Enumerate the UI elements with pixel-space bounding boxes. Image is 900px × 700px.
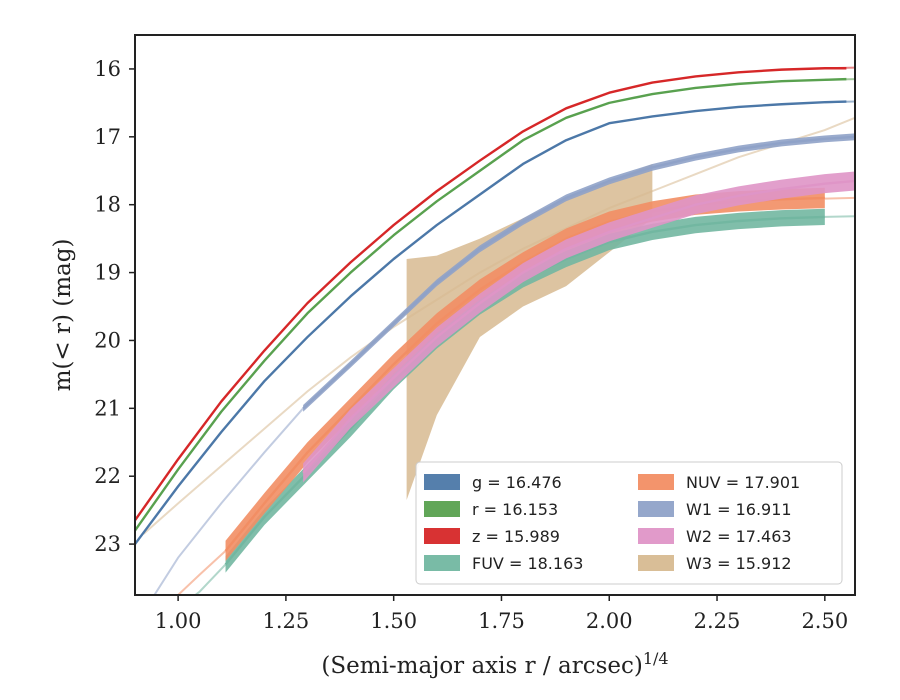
series-w3-extrapolation <box>142 116 855 535</box>
y-tick-label: 21 <box>94 396 121 420</box>
x-axis-label: (Semi-major axis r / arcsec)1/4 <box>321 649 668 679</box>
y-tick-label: 16 <box>94 57 121 81</box>
legend-label-w2: W2 = 17.463 <box>686 527 792 546</box>
series-nuv-extrapolation <box>176 550 227 595</box>
axis-ticks: 1.00 1.25 1.50 1.75 2.00 2.25 2.50 16 17 18 19 20 21… <box>94 57 848 633</box>
legend: g = 16.476 r = 16.153 z = 15.989 FUV = 18.1… <box>415 461 843 585</box>
y-tick-label: 23 <box>94 532 121 556</box>
x-tick-label: 2.50 <box>801 609 848 633</box>
y-axis-label: m(< r) (mag) <box>50 239 76 392</box>
legend-swatch-r <box>424 501 460 517</box>
legend-swatch-w3 <box>638 555 674 571</box>
series-g-line <box>135 100 847 545</box>
legend-swatch-w1 <box>638 501 674 517</box>
x-tick-label: 2.25 <box>694 609 741 633</box>
series-w1-extrapolation <box>153 407 304 595</box>
plot-area <box>135 66 855 595</box>
x-tick-label: 2.00 <box>586 609 633 633</box>
legend-swatch-fuv <box>424 555 460 571</box>
legend-label-r: r = 16.153 <box>472 500 558 519</box>
x-tick-label: 1.50 <box>370 609 417 633</box>
x-tick-label: 1.00 <box>155 609 202 633</box>
legend-label-nuv: NUV = 17.901 <box>686 473 800 492</box>
legend-swatch-nuv <box>638 474 674 490</box>
series-fuv-tail <box>824 215 855 218</box>
y-tick-label: 17 <box>94 125 121 149</box>
series-z-line <box>135 67 847 522</box>
series-fuv-band <box>225 208 825 573</box>
legend-swatch-g <box>424 474 460 490</box>
y-tick-label: 22 <box>94 464 121 488</box>
y-tick-label: 19 <box>94 261 121 285</box>
legend-label-z: z = 15.989 <box>472 527 560 546</box>
x-tick-label: 1.25 <box>263 609 310 633</box>
legend-box <box>415 461 843 585</box>
legend-label-w1: W1 = 16.911 <box>686 500 792 519</box>
series-nuv-tail <box>824 196 855 200</box>
y-tick-label: 20 <box>94 328 121 352</box>
legend-label-g: g = 16.476 <box>472 473 562 492</box>
y-tick-label: 18 <box>94 193 121 217</box>
series-r-line <box>135 77 847 532</box>
series-w1-line <box>302 135 855 410</box>
legend-swatch-z <box>424 528 460 544</box>
plot-frame <box>134 34 856 596</box>
legend-swatch-w2 <box>638 528 674 544</box>
legend-label-w3: W3 = 15.912 <box>686 554 792 573</box>
x-tick-label: 1.75 <box>478 609 525 633</box>
legend-label-fuv: FUV = 18.163 <box>472 554 583 573</box>
series-w2-line <box>302 179 855 474</box>
x-axis-label-exponent: 1/4 <box>643 649 669 668</box>
series-fuv-extrapolation <box>193 563 227 595</box>
